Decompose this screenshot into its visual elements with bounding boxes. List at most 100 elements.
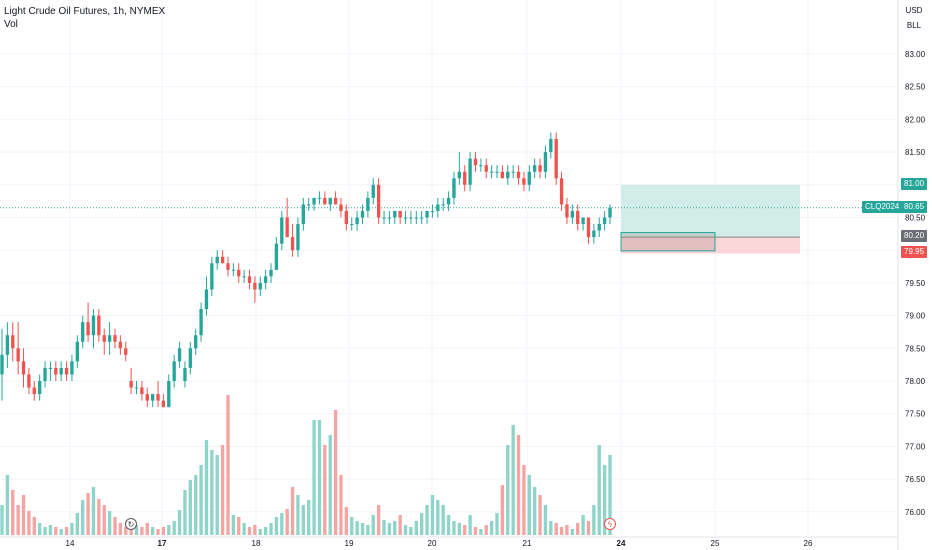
volume-bar — [382, 520, 386, 535]
volume-bar — [124, 527, 128, 535]
replay-icon[interactable]: ↻ — [125, 518, 137, 530]
candle-body — [312, 197, 316, 205]
volume-bar — [258, 529, 262, 535]
candle-body — [37, 381, 42, 395]
volume-bar — [339, 475, 343, 535]
candle-body — [188, 348, 192, 368]
volume-bar — [543, 505, 548, 535]
unit-button[interactable]: BLL — [906, 21, 922, 30]
candle-body — [468, 158, 472, 185]
volume-bar — [237, 517, 241, 535]
candle-body — [134, 387, 139, 389]
volume-bar — [167, 525, 171, 535]
volume-bar — [113, 517, 117, 535]
volume-bar — [527, 475, 531, 535]
volume-bar — [129, 529, 133, 535]
position-marker — [620, 232, 716, 252]
currency-button[interactable]: USD — [905, 6, 923, 15]
candle-body — [253, 282, 257, 290]
candle-body — [328, 197, 332, 205]
volume-bar — [5, 475, 10, 535]
symbol-title[interactable]: Light Crude Oil Futures, 1h, NYMEX — [4, 6, 166, 17]
candle-body — [204, 289, 209, 310]
candle-body — [81, 322, 85, 342]
volume-bar — [522, 465, 526, 535]
volume-bar — [156, 529, 160, 535]
price-tick-label: 76.00 — [905, 508, 926, 517]
volume-bar — [150, 527, 155, 535]
volume-bar — [409, 527, 413, 535]
volume-bar — [350, 517, 354, 535]
candle-body — [420, 217, 424, 219]
candle-body — [446, 197, 451, 205]
volume-bar — [554, 523, 558, 535]
time-axis-label: 21 — [523, 539, 532, 548]
volume-bar — [70, 523, 74, 535]
stop-price-badge: 79.95 — [901, 246, 928, 258]
volume-bar — [242, 523, 246, 535]
candle-body — [339, 204, 343, 211]
candle-body — [387, 217, 392, 219]
candle-body — [113, 335, 117, 342]
candle-body — [102, 335, 106, 342]
candle-body — [5, 335, 10, 355]
volume-bar — [317, 420, 322, 535]
candle-body — [48, 367, 53, 369]
volume-bar — [210, 450, 214, 535]
volume-bar — [11, 490, 15, 535]
candle-body — [64, 367, 69, 375]
volume-label[interactable]: Vol — [4, 19, 18, 30]
volume-bar — [161, 527, 166, 535]
volume-bar — [226, 395, 230, 535]
price-tick-label: 79.50 — [905, 279, 926, 288]
volume-bar — [398, 515, 402, 535]
stop-zone — [621, 237, 800, 254]
candle-body — [409, 217, 413, 219]
candle-body — [565, 204, 569, 218]
candle-body — [86, 322, 90, 336]
candle-body — [231, 269, 236, 271]
volume-bar — [511, 425, 515, 535]
volume-bar — [220, 445, 225, 535]
candle-body — [27, 374, 31, 388]
candle-body — [177, 348, 182, 362]
volume-bar — [280, 513, 284, 535]
volume-bar — [290, 487, 295, 535]
candle-body — [430, 210, 435, 212]
volume-bar — [274, 517, 279, 535]
volume-bar — [194, 475, 198, 535]
volume-bar — [592, 505, 596, 535]
time-axis-label: 18 — [252, 539, 261, 548]
time-axis-label: 17 — [158, 539, 167, 548]
candle-body — [183, 367, 187, 381]
volume-bar — [134, 525, 139, 535]
volume-bar — [296, 495, 300, 535]
volume-bar — [48, 525, 53, 535]
candle-body — [247, 276, 252, 283]
candle-body — [210, 263, 214, 290]
volume-bar — [500, 485, 505, 535]
candle-body — [576, 210, 580, 225]
candle-body — [495, 171, 499, 173]
volume-bar — [468, 515, 472, 535]
lightning-icon[interactable]: ϟ — [604, 518, 616, 530]
candle-body — [199, 309, 203, 336]
volume-bar — [140, 527, 144, 535]
volume-bar — [263, 527, 268, 535]
candle-body — [463, 171, 467, 185]
price-tick-label: 78.50 — [905, 344, 926, 353]
candle-body — [215, 256, 219, 264]
volume-bar — [344, 507, 349, 535]
volume-bar — [118, 523, 123, 535]
candle-body — [511, 171, 515, 173]
candle-body — [333, 197, 338, 205]
time-axis-label: 24 — [617, 539, 626, 548]
volume-bar — [183, 490, 187, 535]
volume-bar — [81, 500, 85, 535]
volume-bar — [403, 525, 408, 535]
time-axis-label: 26 — [804, 539, 813, 548]
volume-bar — [27, 511, 31, 535]
volume-bar — [269, 523, 273, 535]
